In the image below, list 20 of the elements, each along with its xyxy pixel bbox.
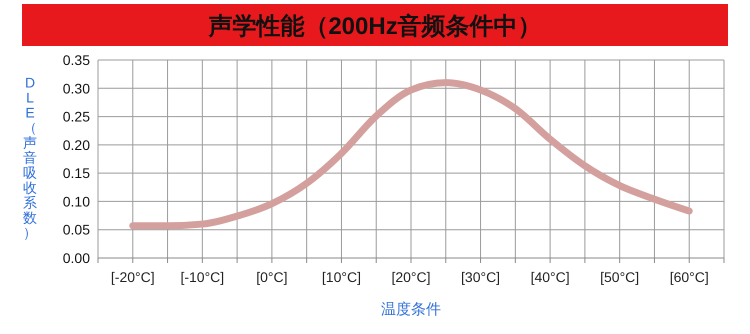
x-axis-title: 温度条件 bbox=[381, 301, 441, 318]
x-tick-label: [40°C] bbox=[530, 269, 570, 285]
y-tick-label: 0.05 bbox=[62, 222, 90, 238]
x-tick-label: [60°C] bbox=[670, 269, 709, 285]
x-tick-label: [-20°C] bbox=[110, 269, 155, 285]
x-tick-label: [30°C] bbox=[461, 269, 500, 285]
y-tick-label: 0.25 bbox=[62, 108, 90, 125]
y-tick-label: 0.30 bbox=[62, 80, 90, 96]
text: DLE（声音吸收系数） bbox=[23, 74, 37, 240]
y-tick-label: 0.20 bbox=[62, 136, 90, 153]
x-tick-label: [50°C] bbox=[600, 269, 640, 285]
y-tick-label: 0.15 bbox=[62, 165, 90, 182]
y-tick-label: 0.10 bbox=[62, 193, 90, 210]
x-tick-label: [20°C] bbox=[391, 269, 431, 285]
y-tick-label: 0.35 bbox=[62, 52, 90, 68]
x-tick-label: [0°C] bbox=[256, 269, 288, 285]
chart-title: 声学性能（200Hz音频条件中） bbox=[207, 13, 542, 40]
x-tick-label: [-10°C] bbox=[180, 269, 224, 285]
x-tick-label: [10°C] bbox=[322, 269, 361, 285]
y-tick-label: 0.00 bbox=[62, 250, 90, 266]
